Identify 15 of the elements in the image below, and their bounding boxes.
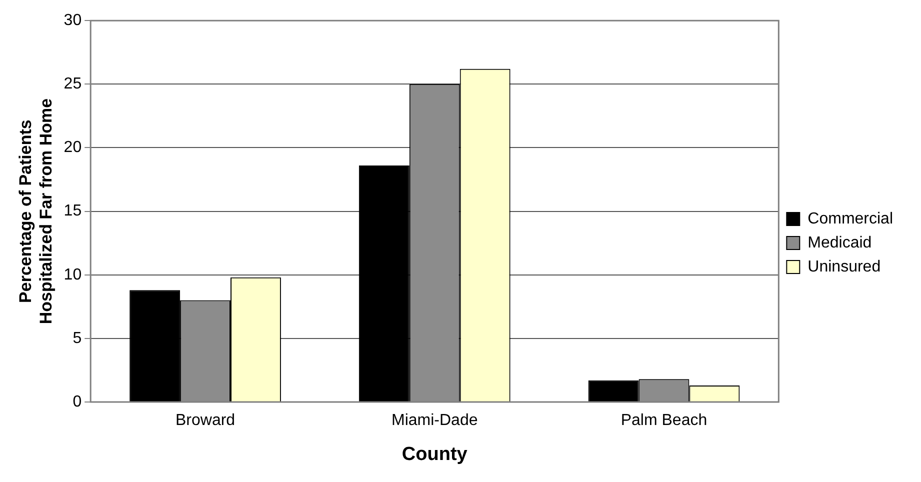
y-tick-label: 20 <box>64 139 82 156</box>
legend-label: Commercial <box>808 210 893 228</box>
y-tick-label: 0 <box>72 393 82 410</box>
y-tick-label: 5 <box>72 330 82 347</box>
legend-label: Medicaid <box>808 234 872 252</box>
x-tick-label: Palm Beach <box>620 412 708 430</box>
y-axis-title: Percentage of Patients Hospitalized Far from Home <box>16 98 56 324</box>
x-tick-label: Miami-Dade <box>392 412 478 430</box>
x-axis-title: County <box>402 444 468 465</box>
y-tick-label: 10 <box>64 266 82 284</box>
legend-label: Uninsured <box>808 258 881 276</box>
y-tick-label: 25 <box>64 76 82 93</box>
x-tick-label: Broward <box>175 412 236 430</box>
y-tick-label: 15 <box>64 202 82 220</box>
y-tick-label: 30 <box>64 12 82 30</box>
